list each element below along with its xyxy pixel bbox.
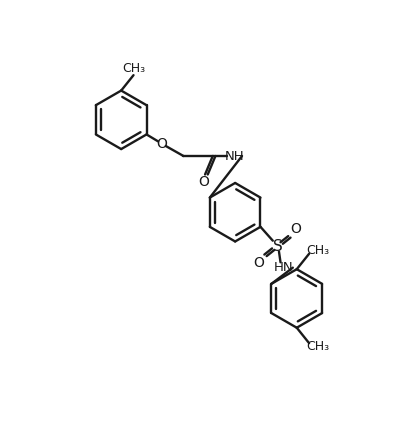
Text: O: O — [291, 222, 301, 236]
Text: CH₃: CH₃ — [122, 62, 145, 75]
Text: HN: HN — [274, 261, 293, 274]
Text: CH₃: CH₃ — [307, 244, 330, 257]
Text: O: O — [254, 256, 265, 270]
Text: O: O — [198, 175, 209, 189]
Text: NH: NH — [225, 149, 244, 163]
Text: S: S — [273, 239, 282, 253]
Text: CH₃: CH₃ — [307, 340, 330, 353]
Text: O: O — [157, 137, 167, 151]
